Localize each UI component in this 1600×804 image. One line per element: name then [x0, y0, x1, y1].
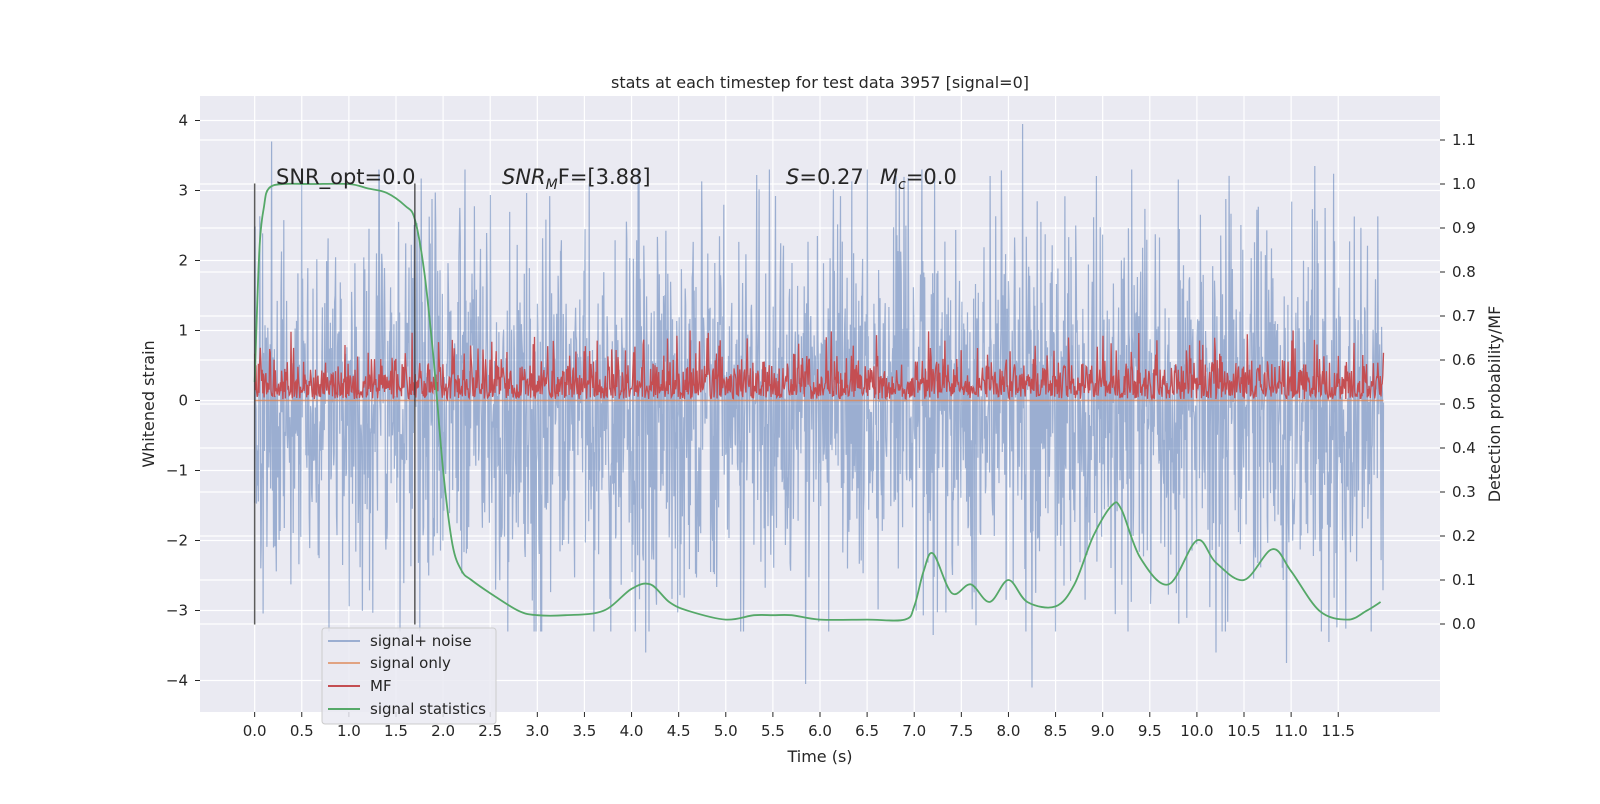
x-axis-label: Time (s) — [786, 747, 852, 766]
x-tick-label: 1.5 — [384, 722, 408, 740]
y-left-tick-label: 3 — [178, 182, 188, 200]
y-left-tick-label: −3 — [166, 602, 188, 620]
annotation-snr-opt: SNR_opt=0.0 — [276, 165, 416, 190]
x-tick-label: 0.5 — [290, 722, 314, 740]
y-right-tick-label: 0.6 — [1452, 351, 1476, 369]
y-right-tick-label: 0.1 — [1452, 571, 1476, 589]
data-layer — [253, 123, 1385, 688]
y-right-tick-label: 0.0 — [1452, 615, 1476, 633]
legend-label-mf: MF — [370, 677, 392, 695]
x-tick-label: 3.5 — [573, 722, 597, 740]
annotation-snr-mf: SNRMF=[3.88] — [502, 165, 651, 193]
x-tick-label: 6.0 — [808, 722, 832, 740]
s-value: =0.27 — [799, 165, 863, 189]
x-tick-label: 5.5 — [761, 722, 785, 740]
chart-title: stats at each timestep for test data 395… — [611, 73, 1029, 92]
mc-subscript: c — [898, 177, 906, 193]
y-left-tick-label: −2 — [166, 532, 188, 550]
x-tick-label: 2.5 — [478, 722, 502, 740]
legend-label-signal-noise: signal+ noise — [370, 632, 472, 650]
x-tick-label: 11.0 — [1274, 722, 1307, 740]
y-left-tick-label: 4 — [178, 112, 188, 130]
y-right-tick-label: 0.3 — [1452, 483, 1476, 501]
x-tick-label: 7.0 — [902, 722, 926, 740]
x-tick-label: 1.0 — [337, 722, 361, 740]
x-tick-label: 9.5 — [1138, 722, 1162, 740]
y-left-tick-label: 2 — [178, 252, 188, 270]
annotation-s: S=0.27 — [786, 165, 864, 189]
x-tick-label: 2.0 — [431, 722, 455, 740]
legend-label-signal-statistics: signal statistics — [370, 700, 486, 718]
s-symbol: S — [786, 165, 799, 189]
x-tick-label: 10.5 — [1227, 722, 1260, 740]
y-right-tick-label: 0.2 — [1452, 527, 1476, 545]
x-tick-label: 5.0 — [714, 722, 738, 740]
y-axis-label-right: Detection probability/MF — [1485, 306, 1504, 503]
legend-label-signal-only: signal only — [370, 654, 451, 672]
x-tick-label: 6.5 — [855, 722, 879, 740]
x-tick-label: 0.0 — [243, 722, 267, 740]
series-signal-noise-line — [254, 123, 1385, 688]
x-tick-label: 10.0 — [1180, 722, 1213, 740]
tick-labels: 0.0 0.5 1.0 1.5 2.0 2.5 3.0 3.5 4.0 4.5 5.0 5.5 6.0 6… — [166, 112, 1476, 741]
y-right-tick-label: 0.5 — [1452, 395, 1476, 413]
annotation-mc: Mc=0.0 — [880, 165, 957, 193]
snr-mf-subscript: M — [546, 177, 558, 193]
vertical-markers — [253, 183, 416, 625]
y-right-tick-label: 1.0 — [1452, 175, 1476, 193]
snr-mf-prefix: SNR — [502, 165, 546, 189]
x-tick-label: 4.5 — [667, 722, 691, 740]
y-right-tick-label: 0.7 — [1452, 307, 1476, 325]
y-right-tick-label: 0.9 — [1452, 219, 1476, 237]
legend-box — [321, 627, 497, 725]
y-right-tick-label: 1.1 — [1452, 131, 1476, 149]
mc-value: =0.0 — [906, 165, 957, 189]
series-signal-statistics-line — [253, 182, 1382, 622]
x-tick-label: 7.5 — [949, 722, 973, 740]
y-left-tick-label: 1 — [178, 322, 188, 340]
x-tick-label: 11.5 — [1322, 722, 1355, 740]
y-left-tick-label: −1 — [166, 462, 188, 480]
legend: signal+ noise signal only MF signal stat… — [321, 627, 497, 725]
x-tick-label: 8.5 — [1044, 722, 1068, 740]
y-left-tick-label: 0 — [178, 392, 188, 410]
x-tick-label: 3.0 — [525, 722, 549, 740]
y-right-tick-label: 0.8 — [1452, 263, 1476, 281]
x-tick-label: 4.0 — [620, 722, 644, 740]
mc-symbol: M — [880, 165, 898, 189]
y-axis-label-left: Whitened strain — [139, 340, 158, 467]
y-left-tick-label: −4 — [166, 672, 188, 690]
x-tick-label: 9.0 — [1091, 722, 1115, 740]
x-tick-label: 8.0 — [997, 722, 1021, 740]
snr-mf-suffix: F=[3.88] — [558, 165, 651, 189]
series-mf-line — [254, 330, 1385, 402]
y-right-tick-label: 0.4 — [1452, 439, 1476, 457]
